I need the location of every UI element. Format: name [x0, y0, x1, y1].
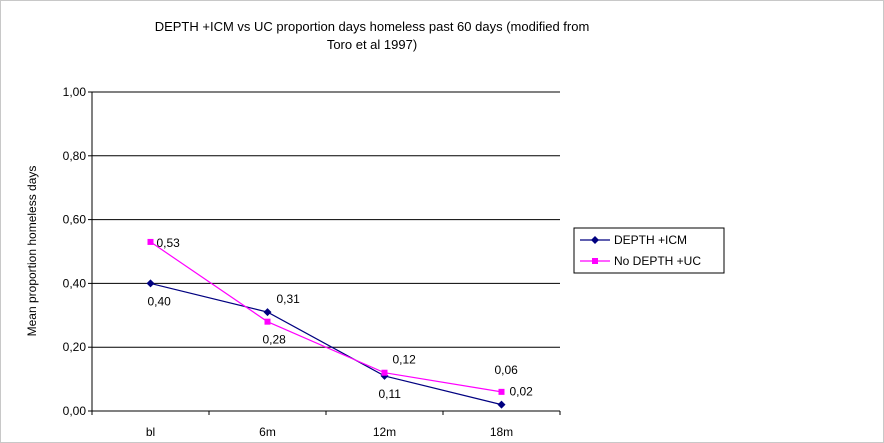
y-tick-label: 0,20	[63, 340, 87, 354]
axes	[88, 91, 561, 415]
point-series-1	[146, 279, 155, 288]
series-layer	[146, 238, 506, 409]
y-tick-label: 0,40	[63, 276, 87, 290]
series-line-2	[150, 241, 502, 393]
data-label-series-2: 0,12	[393, 353, 417, 367]
legend-marker-series-2	[592, 258, 598, 264]
data-label-series-1: 0,11	[379, 387, 402, 401]
point-series-2	[381, 369, 388, 376]
y-axis-label: Mean proportion homeless days	[25, 166, 39, 337]
legend-marker-series-1	[591, 236, 599, 244]
data-label-series-1: 0,02	[510, 385, 534, 399]
chart-title-line-2: Toro et al 1997)	[327, 37, 417, 52]
data-label-series-2: 0,28	[263, 333, 287, 347]
grid-lines	[92, 91, 560, 348]
point-series-1	[497, 400, 506, 409]
y-tick-label: 1,00	[63, 85, 87, 99]
x-tick-label: 12m	[373, 425, 396, 439]
point-series-2	[147, 238, 154, 245]
point-series-2	[264, 318, 271, 325]
x-tick-label: 6m	[259, 425, 276, 439]
x-tick-label: 18m	[490, 425, 513, 439]
y-tick-label: 0,80	[63, 149, 87, 163]
point-series-1	[263, 308, 272, 317]
legend-box	[573, 227, 725, 274]
data-label-series-2: 0,53	[157, 236, 181, 250]
data-label-series-2: 0,06	[495, 363, 519, 377]
x-tick-label: bl	[146, 425, 155, 439]
data-label-series-1: 0,40	[148, 294, 172, 308]
legend: DEPTH +ICM No DEPTH +UC	[573, 227, 725, 274]
y-tick-label: 0,00	[63, 404, 87, 418]
legend-label-series-1: DEPTH +ICM	[614, 233, 687, 247]
x-tick-labels: bl 6m 12m 18m	[146, 425, 513, 439]
y-tick-label: 0,60	[63, 213, 87, 227]
data-labels: 0,40 0,31 0,11 0,02 0,53 0,28 0,12 0,06	[148, 236, 534, 401]
series-line-1	[150, 282, 502, 406]
data-label-series-1: 0,31	[277, 292, 301, 306]
chart-title-line-1: DEPTH +ICM vs UC proportion days homeles…	[155, 19, 590, 34]
y-tick-labels: 0,00 0,20 0,40 0,60 0,80 1,00	[63, 85, 87, 418]
legend-label-series-2: No DEPTH +UC	[614, 254, 701, 268]
point-series-2	[498, 388, 505, 395]
